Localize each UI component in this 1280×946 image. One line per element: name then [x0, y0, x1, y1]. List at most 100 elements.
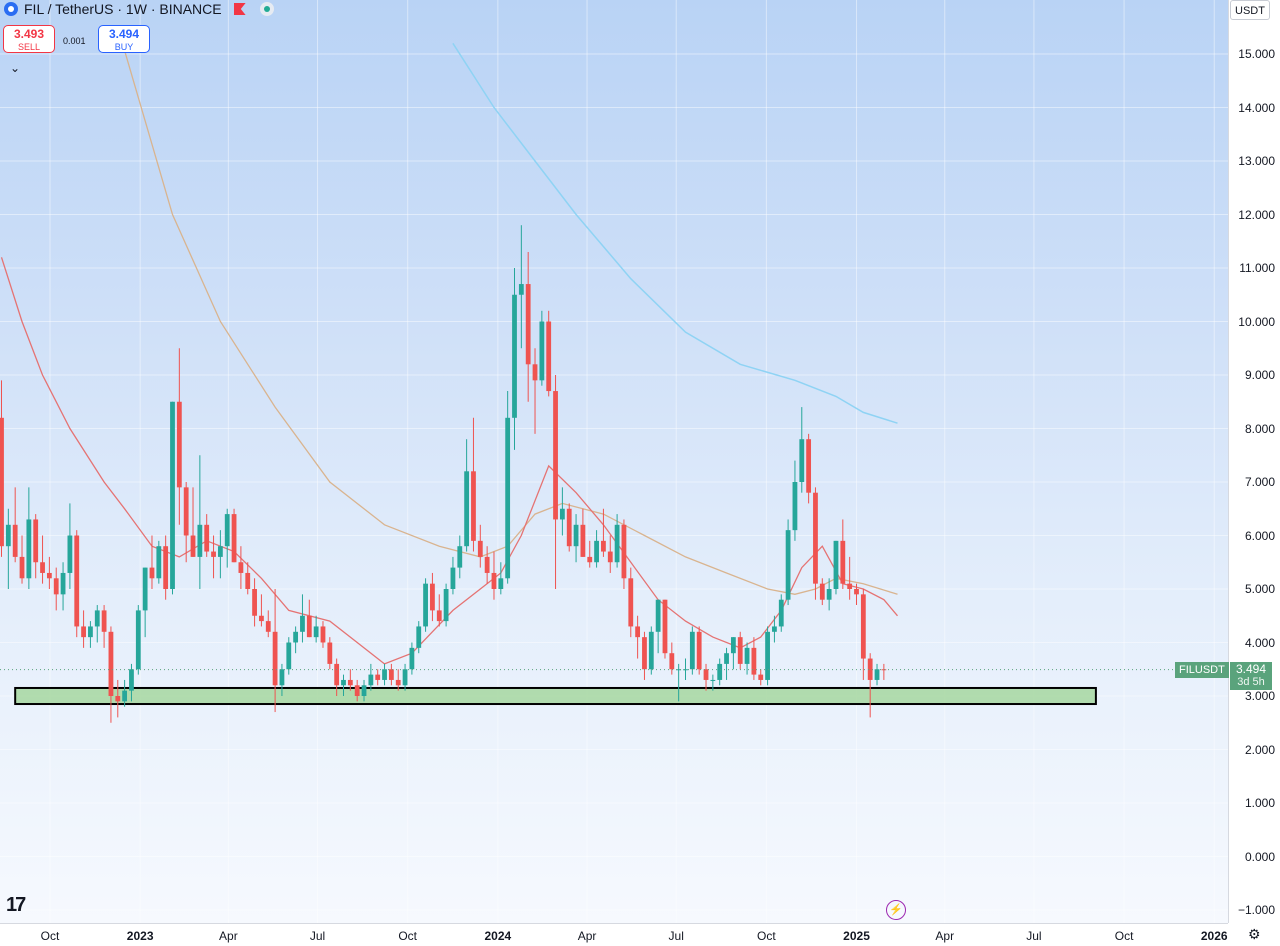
candle[interactable]	[33, 514, 39, 579]
price-axis[interactable]: 15.000 14.000 13.000 12.000 11.000 10.000 9.00…	[1228, 0, 1280, 923]
flag-icon[interactable]	[233, 3, 246, 15]
candle[interactable]	[436, 594, 442, 627]
candle[interactable]	[135, 605, 141, 675]
candle[interactable]	[94, 605, 100, 643]
support-zone-layer[interactable]	[14, 686, 1097, 706]
candle[interactable]	[580, 508, 586, 557]
candle[interactable]	[819, 578, 825, 606]
candle[interactable]	[635, 615, 641, 659]
candle[interactable]	[546, 310, 552, 397]
candle[interactable]	[696, 626, 702, 675]
support-zone[interactable]	[14, 686, 1097, 706]
time-axis[interactable]: Oct 2023 Apr Jul Oct 2024 Apr Jul Oct 2025 Apr Jul O…	[0, 923, 1228, 946]
candle[interactable]	[293, 626, 299, 654]
candle[interactable]	[19, 535, 25, 584]
candle[interactable]	[347, 669, 353, 691]
candle[interactable]	[423, 578, 428, 632]
candle[interactable]	[498, 562, 504, 595]
candle[interactable]	[46, 556, 52, 589]
candle[interactable]	[772, 615, 777, 643]
candle[interactable]	[669, 642, 675, 675]
candle[interactable]	[115, 679, 121, 718]
candle[interactable]	[648, 626, 654, 675]
candle[interactable]	[566, 503, 572, 552]
candles[interactable]	[0, 225, 887, 723]
candle[interactable]	[737, 631, 743, 670]
candle[interactable]	[628, 567, 634, 638]
candle[interactable]	[724, 647, 729, 680]
candle[interactable]	[402, 663, 408, 691]
candle[interactable]	[368, 663, 374, 691]
candle[interactable]	[464, 439, 470, 552]
candle[interactable]	[67, 503, 73, 589]
candle[interactable]	[450, 556, 456, 595]
candle[interactable]	[129, 663, 134, 702]
candle[interactable]	[689, 626, 695, 675]
candle[interactable]	[361, 679, 367, 702]
candle[interactable]	[744, 642, 750, 675]
candle[interactable]	[847, 556, 853, 600]
candle[interactable]	[60, 562, 66, 611]
candle[interactable]	[813, 487, 818, 600]
candle[interactable]	[409, 642, 415, 675]
candle[interactable]	[833, 540, 839, 595]
candle[interactable]	[471, 417, 476, 552]
candle[interactable]	[799, 407, 805, 493]
candle[interactable]	[190, 487, 196, 557]
candle[interactable]	[259, 594, 264, 627]
candle[interactable]	[792, 460, 798, 541]
candle[interactable]	[881, 663, 887, 680]
candle[interactable]	[388, 663, 394, 686]
candle[interactable]	[655, 599, 661, 654]
candle[interactable]	[156, 540, 162, 584]
candle[interactable]	[245, 562, 251, 595]
candle[interactable]	[840, 519, 846, 589]
candle[interactable]	[217, 530, 223, 579]
candle[interactable]	[703, 663, 709, 691]
buy-button[interactable]: 3.494 BUY	[98, 25, 150, 53]
sell-button[interactable]: 3.493 SELL	[3, 25, 55, 53]
price-chart[interactable]	[0, 0, 1228, 923]
candle[interactable]	[382, 663, 387, 686]
candle[interactable]	[525, 251, 531, 402]
candle[interactable]	[559, 487, 565, 536]
candle[interactable]	[505, 391, 511, 584]
candle[interactable]	[607, 535, 613, 573]
tradingview-logo-icon[interactable]: 17	[6, 894, 26, 916]
candle[interactable]	[710, 674, 716, 691]
candle[interactable]	[778, 594, 784, 632]
candle[interactable]	[354, 679, 360, 702]
candle[interactable]	[279, 663, 285, 696]
candle[interactable]	[601, 508, 606, 557]
candle[interactable]	[176, 348, 182, 525]
candle[interactable]	[88, 621, 93, 648]
candle[interactable]	[457, 535, 463, 579]
candle[interactable]	[518, 225, 524, 349]
candle[interactable]	[594, 530, 599, 568]
candle[interactable]	[204, 514, 210, 557]
candle[interactable]	[867, 653, 873, 718]
chart-area[interactable]	[0, 0, 1228, 923]
candle[interactable]	[758, 669, 764, 686]
candle[interactable]	[477, 524, 483, 568]
candle[interactable]	[484, 546, 490, 584]
candle[interactable]	[272, 589, 278, 713]
candle[interactable]	[211, 535, 216, 579]
candle[interactable]	[430, 572, 435, 622]
candle[interactable]	[300, 594, 305, 643]
candle[interactable]	[539, 310, 545, 386]
candle[interactable]	[642, 631, 647, 680]
candle[interactable]	[683, 658, 688, 680]
candle[interactable]	[197, 455, 203, 589]
candle[interactable]	[12, 487, 18, 563]
candle[interactable]	[662, 599, 668, 659]
market-status-icon[interactable]	[259, 2, 274, 16]
candle[interactable]	[765, 626, 770, 686]
candle[interactable]	[341, 674, 346, 696]
candle[interactable]	[751, 637, 757, 680]
candle[interactable]	[443, 583, 449, 627]
candle[interactable]	[101, 605, 107, 648]
candle[interactable]	[327, 637, 333, 670]
candle[interactable]	[375, 669, 381, 686]
candle[interactable]	[532, 348, 538, 434]
